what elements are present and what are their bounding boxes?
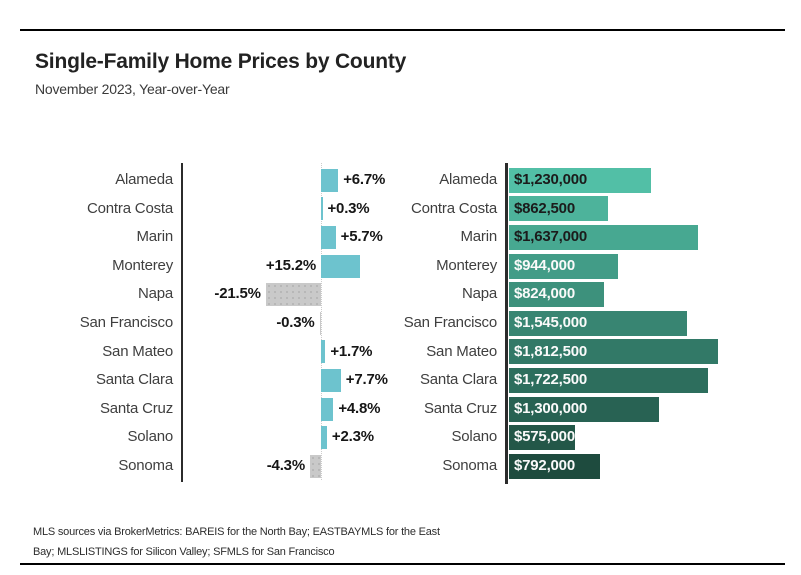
price-bar	[509, 196, 609, 222]
price-bar	[509, 453, 601, 479]
pct-value-label: +15.2%	[265, 256, 316, 274]
county-label-pct: San Mateo	[102, 342, 173, 360]
source-note-line2: Bay; MLSLISTINGS for Silicon Valley; SFM…	[33, 546, 335, 558]
price-value-label: $1,545,000	[514, 314, 588, 331]
price-value-label: $1,722,500	[514, 371, 588, 389]
price-bar	[509, 425, 576, 451]
pct-value-label: +5.7%	[340, 228, 383, 246]
price-value-label: $1,812,500	[514, 342, 588, 360]
pct-bar	[321, 197, 323, 221]
price-bar	[509, 225, 698, 250]
county-label-pct: Monterey	[112, 256, 173, 274]
pct-bar	[309, 454, 321, 478]
price-bar	[509, 339, 718, 365]
county-label-price: San Francisco	[403, 314, 497, 331]
county-label-price: Alameda	[439, 171, 497, 188]
county-label-pct: Sonoma	[118, 457, 173, 474]
county-label-pct: Santa Clara	[95, 371, 173, 389]
price-value-label: $1,300,000	[514, 399, 588, 417]
pct-bar	[321, 168, 339, 192]
county-label-price: Contra Costa	[411, 199, 497, 217]
pct-value-label: +7.7%	[345, 371, 388, 389]
pct-bar	[321, 369, 341, 392]
county-label-price: Santa Cruz	[423, 399, 497, 417]
county-label-price: Marin	[460, 228, 497, 246]
pct-bar	[265, 283, 321, 307]
source-note: MLS sources via BrokerMetrics: BAREIS fo…	[33, 522, 440, 562]
county-label-pct: Santa Cruz	[99, 399, 173, 417]
pct-value-label: +6.7%	[343, 171, 386, 188]
county-label-pct: Marin	[136, 228, 173, 246]
pct-bar	[321, 426, 327, 450]
price-value-label: $862,500	[514, 199, 575, 217]
price-bar	[509, 167, 651, 193]
pct-bar	[321, 340, 326, 364]
pct-bar	[321, 254, 361, 278]
price-value-label: $824,000	[514, 285, 575, 303]
price-bar	[509, 282, 605, 308]
county-label-price: Santa Clara	[419, 371, 497, 389]
price-bar	[509, 310, 688, 336]
price-value-label: $1,637,000	[514, 228, 588, 246]
county-label-price: Sonoma	[442, 457, 497, 474]
pct-axis-line	[181, 163, 183, 482]
bottom-divider	[20, 563, 785, 565]
county-label-pct: San Francisco	[79, 314, 173, 331]
price-value-label: $792,000	[514, 457, 575, 474]
county-label-pct: Contra Costa	[87, 199, 173, 217]
pct-value-label: +0.3%	[327, 199, 370, 217]
pct-bar	[321, 397, 334, 421]
county-label-pct: Solano	[127, 428, 173, 446]
top-divider	[20, 29, 785, 31]
chart-title: Single-Family Home Prices by County	[35, 50, 407, 73]
price-bar	[509, 253, 618, 279]
pct-bar	[319, 311, 321, 335]
price-value-label: $944,000	[514, 256, 575, 274]
zero-gridline	[321, 163, 322, 480]
price-bar	[509, 396, 659, 422]
county-label-price: Monterey	[436, 256, 497, 274]
chart-subtitle: November 2023, Year-over-Year	[35, 81, 230, 97]
price-axis-line	[505, 163, 508, 484]
price-value-label: $575,000	[514, 428, 575, 446]
price-bar	[509, 368, 708, 393]
pct-value-label: -0.3%	[276, 314, 315, 331]
pct-value-label: -21.5%	[214, 285, 261, 303]
county-label-pct: Alameda	[115, 171, 173, 188]
county-label-price: Napa	[461, 285, 497, 303]
source-note-line1: MLS sources via BrokerMetrics: BAREIS fo…	[33, 526, 440, 538]
county-label-pct: Napa	[137, 285, 173, 303]
pct-value-label: +4.8%	[338, 399, 381, 417]
pct-value-label: -4.3%	[266, 457, 305, 474]
pct-bar	[321, 226, 336, 249]
pct-value-label: +1.7%	[330, 342, 373, 360]
price-value-label: $1,230,000	[514, 171, 588, 188]
pct-value-label: +2.3%	[331, 428, 374, 446]
county-label-price: Solano	[451, 428, 497, 446]
county-label-price: San Mateo	[426, 342, 497, 360]
